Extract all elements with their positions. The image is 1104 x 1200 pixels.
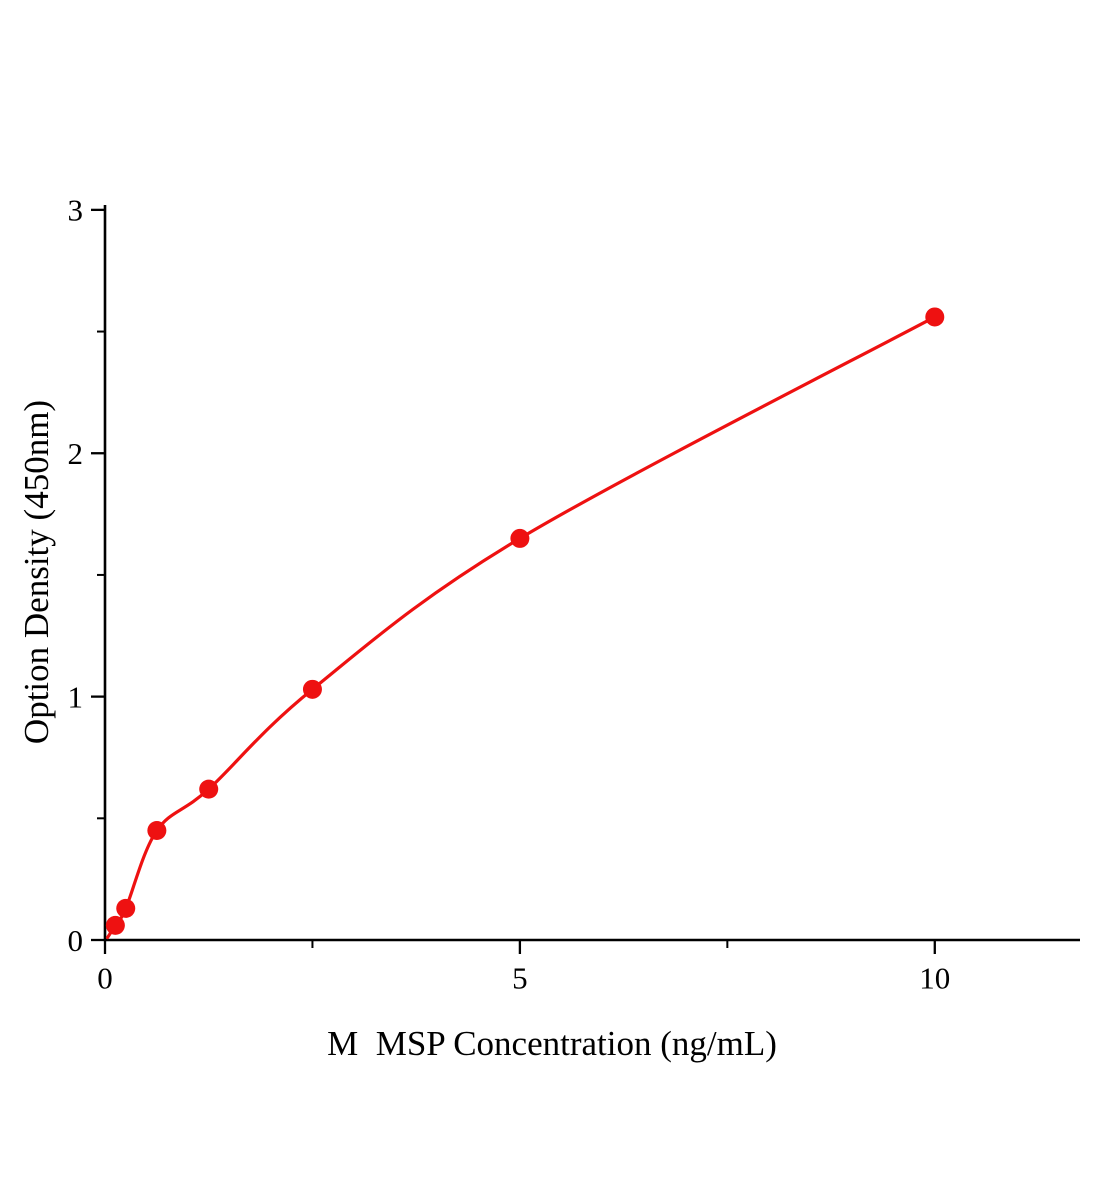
data-point bbox=[510, 528, 530, 548]
x-tick-label: 10 bbox=[919, 960, 950, 995]
data-point bbox=[199, 779, 219, 799]
data-point bbox=[147, 820, 167, 840]
y-tick-label: 3 bbox=[68, 193, 84, 228]
x-axis-label: M MSP Concentration (ng/mL) bbox=[327, 1024, 777, 1063]
fit-curve bbox=[105, 315, 937, 940]
data-point bbox=[116, 898, 136, 918]
x-tick-label: 5 bbox=[512, 960, 528, 995]
y-tick-label: 1 bbox=[68, 679, 84, 714]
x-tick-label: 0 bbox=[97, 960, 113, 995]
y-axis-label: Option Density (450nm) bbox=[17, 399, 56, 745]
y-tick-label: 0 bbox=[68, 923, 84, 958]
data-point bbox=[925, 307, 945, 327]
data-point bbox=[105, 915, 125, 935]
data-point bbox=[302, 679, 322, 699]
y-tick-label: 2 bbox=[68, 436, 84, 471]
